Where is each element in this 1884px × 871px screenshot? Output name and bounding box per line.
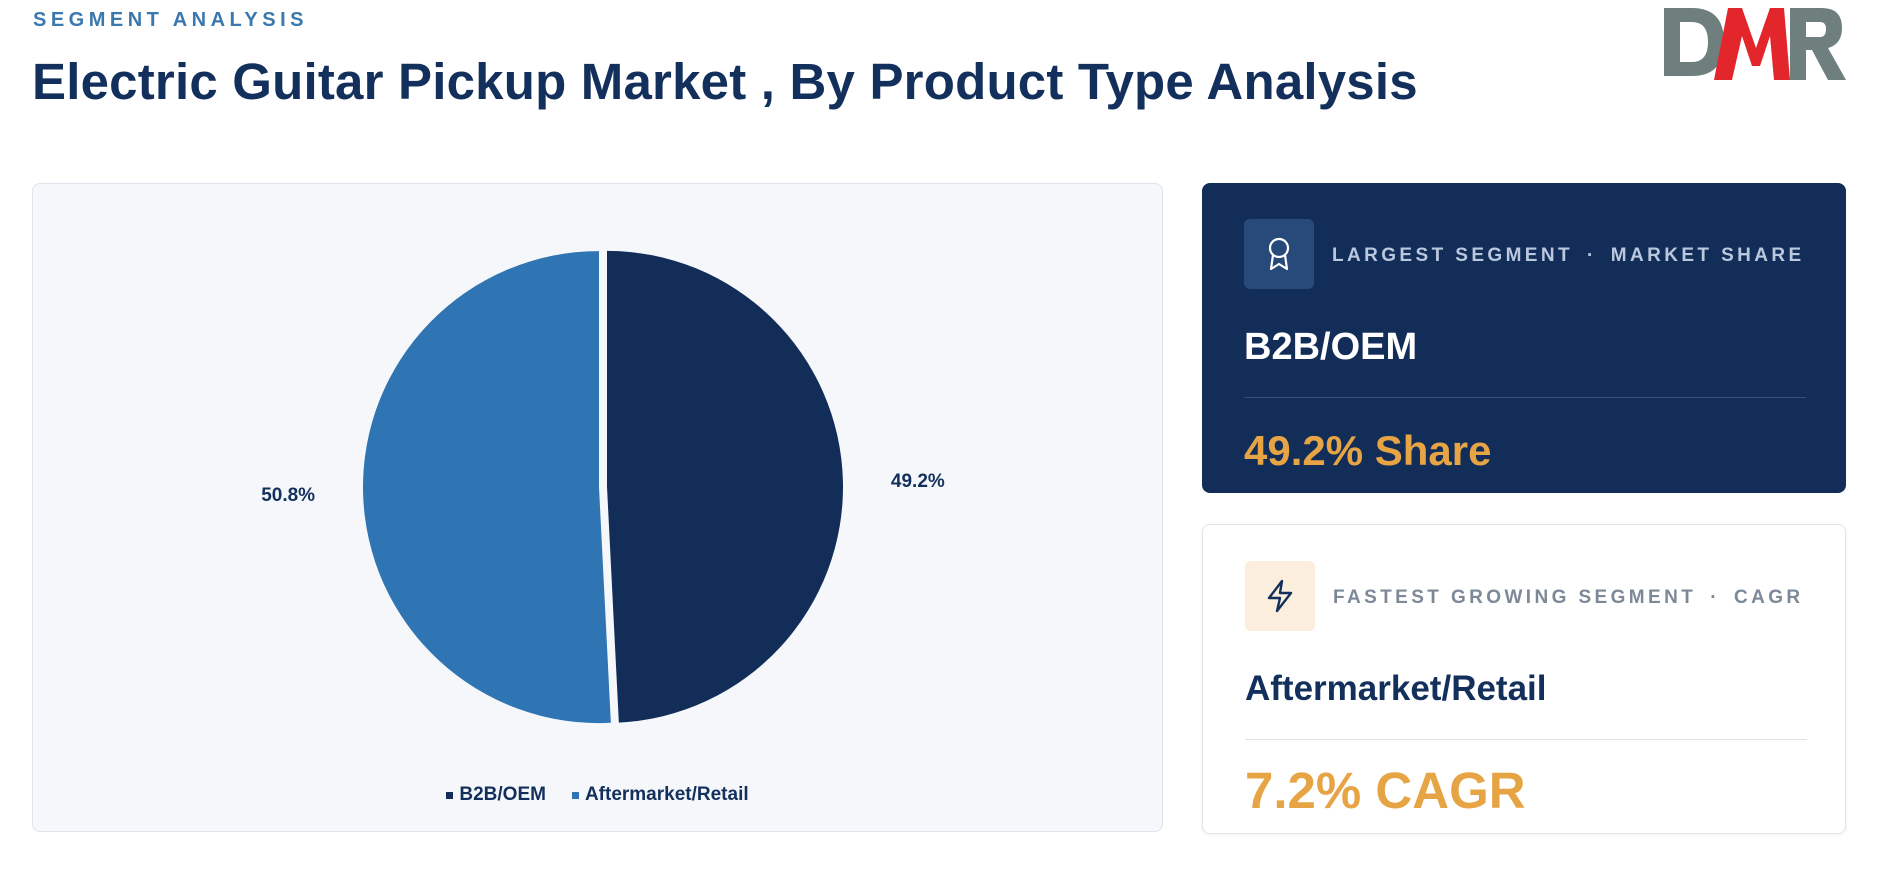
largest-segment-value: 49.2% Share xyxy=(1244,427,1492,474)
largest-segment-name: B2B/OEM xyxy=(1244,326,1418,368)
legend-item-b2b-oem[interactable]: B2B/OEM xyxy=(446,784,546,806)
pie-label-b2b-oem: 49.2% xyxy=(891,471,945,492)
chart-card: 49.2% 50.8% B2B/OEM Aftermarket/Retail xyxy=(32,183,1163,832)
largest-segment-label: LARGEST SEGMENT · MARKET SHARE xyxy=(1332,245,1805,267)
largest-segment-card: LARGEST SEGMENT · MARKET SHARE B2B/OEM 49.… xyxy=(1202,183,1846,493)
legend-swatch-b2b-oem xyxy=(446,791,454,799)
fastest-segment-name: Aftermarket/Retail xyxy=(1245,669,1547,708)
section-eyebrow: SEGMENT ANALYSIS xyxy=(33,9,308,31)
page-title: Electric Guitar Pickup Market , By Produ… xyxy=(32,53,1418,110)
pie-chart: 49.2% 50.8% xyxy=(261,250,945,724)
logo-letter-d xyxy=(1664,8,1724,76)
dmr-logo xyxy=(1664,8,1846,80)
fastest-label-right: CAGR xyxy=(1733,587,1804,608)
fastest-label-left: FASTEST GROWING SEGMENT xyxy=(1333,587,1697,608)
lightning-icon-box xyxy=(1245,561,1315,631)
chart-legend: B2B/OEM Aftermarket/Retail xyxy=(33,784,1162,806)
logo-letter-r xyxy=(1790,8,1846,80)
pie-slice-b2b-oem[interactable] xyxy=(606,250,843,723)
largest-segment-divider xyxy=(1244,397,1806,398)
fastest-segment-label: FASTEST GROWING SEGMENT · CAGR xyxy=(1333,587,1804,609)
lightning-icon xyxy=(1267,579,1293,613)
fastest-segment-divider xyxy=(1245,739,1807,740)
fastest-label-separator: · xyxy=(1710,587,1720,608)
award-icon xyxy=(1268,237,1290,271)
legend-label-aftermarket-retail: Aftermarket/Retail xyxy=(584,784,749,805)
logo-letter-m xyxy=(1714,8,1790,80)
largest-label-right: MARKET SHARE xyxy=(1610,245,1805,266)
fastest-segment-card: FASTEST GROWING SEGMENT · CAGR Aftermarket… xyxy=(1202,524,1846,834)
legend-item-aftermarket-retail[interactable]: Aftermarket/Retail xyxy=(571,784,749,806)
largest-label-left: LARGEST SEGMENT xyxy=(1332,245,1574,266)
award-icon-box xyxy=(1244,219,1314,289)
pie-slice-aftermarket-retail[interactable] xyxy=(363,251,611,724)
largest-label-separator: · xyxy=(1587,245,1597,266)
legend-swatch-aftermarket-retail xyxy=(571,791,579,799)
pie-label-aftermarket-retail: 50.8% xyxy=(261,485,315,506)
fastest-segment-value: 7.2% CAGR xyxy=(1245,762,1526,819)
legend-label-b2b-oem: B2B/OEM xyxy=(459,784,546,805)
